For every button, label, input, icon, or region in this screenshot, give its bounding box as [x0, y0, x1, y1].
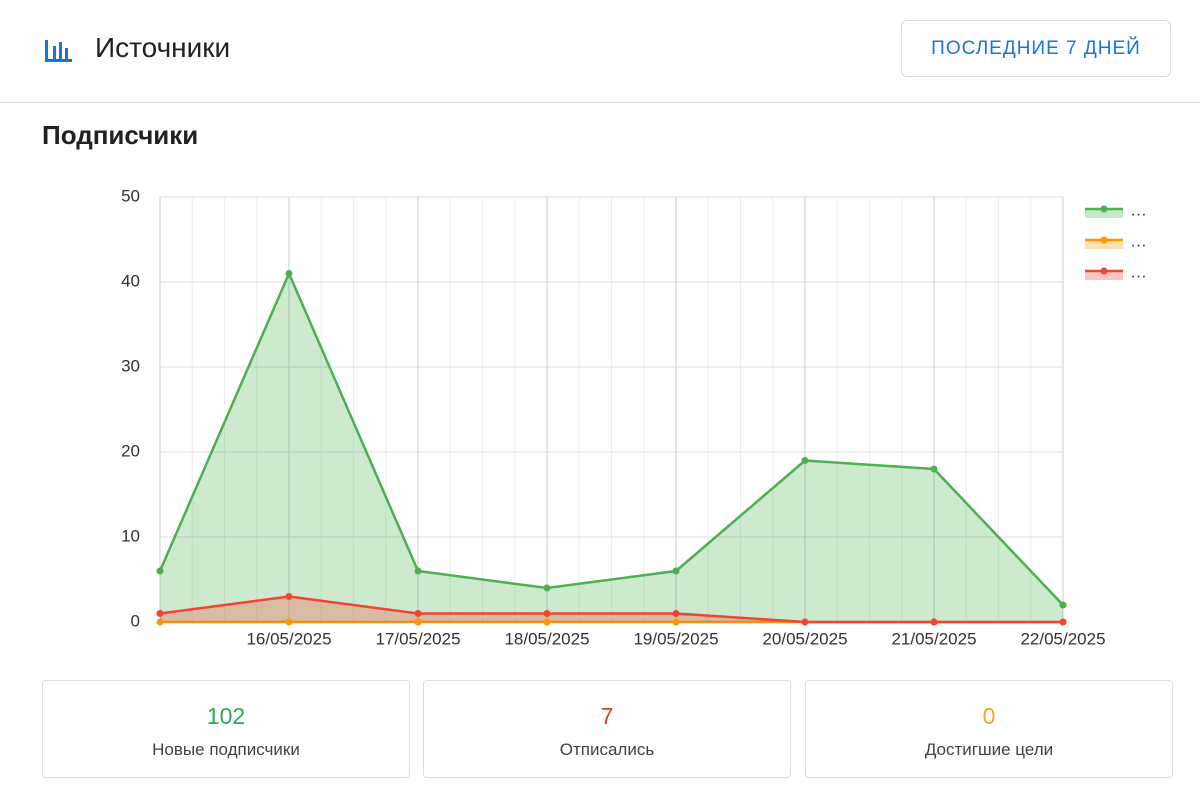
data-point [801, 457, 809, 464]
y-tick-label: 50 [121, 186, 140, 205]
stat-value: 0 [982, 703, 996, 729]
data-point [672, 567, 680, 575]
x-tick-label: 22/05/2025 [1020, 629, 1105, 648]
chart-icon [45, 40, 72, 62]
period-button[interactable]: ПОСЛЕДНИЕ 7 ДНЕЙ [901, 20, 1171, 77]
data-point [285, 593, 293, 600]
legend-dot [1100, 205, 1108, 213]
data-point [672, 610, 680, 617]
y-tick-label: 30 [121, 356, 140, 375]
x-tick-label: 19/05/2025 [633, 629, 718, 648]
data-point [414, 618, 422, 626]
legend-swatch [1085, 240, 1123, 249]
data-point [930, 465, 938, 473]
y-tick-label: 0 [131, 611, 140, 630]
stat-card: 7 Отписались [423, 680, 791, 778]
stat-card: 0 Достигшие цели [805, 680, 1173, 778]
legend-label: … [1130, 231, 1147, 250]
y-tick-label: 20 [121, 441, 140, 460]
stat-card: 102 Новые подписчики [42, 680, 410, 778]
stat-label: Отписались [559, 740, 655, 759]
data-point [156, 618, 164, 626]
x-tick-label: 20/05/2025 [762, 629, 847, 648]
legend-dot [1100, 236, 1108, 244]
stat-value: 102 [206, 703, 246, 729]
chart: 0 10 20 30 40 50 16/05/2025 17/05/2025 18/05/202… [121, 186, 1147, 648]
y-tick-label: 40 [121, 271, 140, 290]
data-point [543, 618, 551, 626]
data-point [414, 567, 422, 575]
data-point [543, 610, 551, 617]
x-tick-label: 16/05/2025 [246, 629, 331, 648]
data-point [414, 610, 422, 617]
x-tick-label: 18/05/2025 [504, 629, 589, 648]
series-line [158, 270, 1064, 606]
area-fill [160, 273, 1063, 622]
data-point [285, 618, 293, 626]
legend-swatch [1085, 209, 1123, 218]
page-title: Источники [95, 32, 231, 63]
legend-label: … [1130, 262, 1147, 281]
series-line [159, 595, 1063, 624]
stat-label: Достигшие цели [924, 740, 1054, 759]
legend-label: … [1130, 200, 1147, 219]
header: Источники ПОСЛЕДНИЕ 7 ДНЕЙ [0, 0, 1200, 103]
area-fill [160, 596, 1063, 622]
data-point [1059, 601, 1067, 609]
stat-label: Новые подписчики [152, 740, 300, 759]
x-tick-label: 17/05/2025 [375, 629, 460, 648]
data-point [156, 567, 164, 575]
section-title: Подписчики [42, 120, 199, 150]
legend-dot [1100, 267, 1108, 275]
data-point [156, 610, 164, 617]
legend-swatch [1085, 271, 1123, 280]
data-point [1059, 618, 1067, 626]
data-point [543, 584, 551, 592]
data-point [672, 618, 680, 626]
y-tick-label: 10 [121, 526, 140, 545]
data-point [930, 618, 938, 626]
data-point [801, 618, 809, 626]
x-tick-label: 21/05/2025 [891, 629, 976, 648]
data-point [285, 270, 293, 277]
stat-value: 7 [600, 703, 614, 729]
